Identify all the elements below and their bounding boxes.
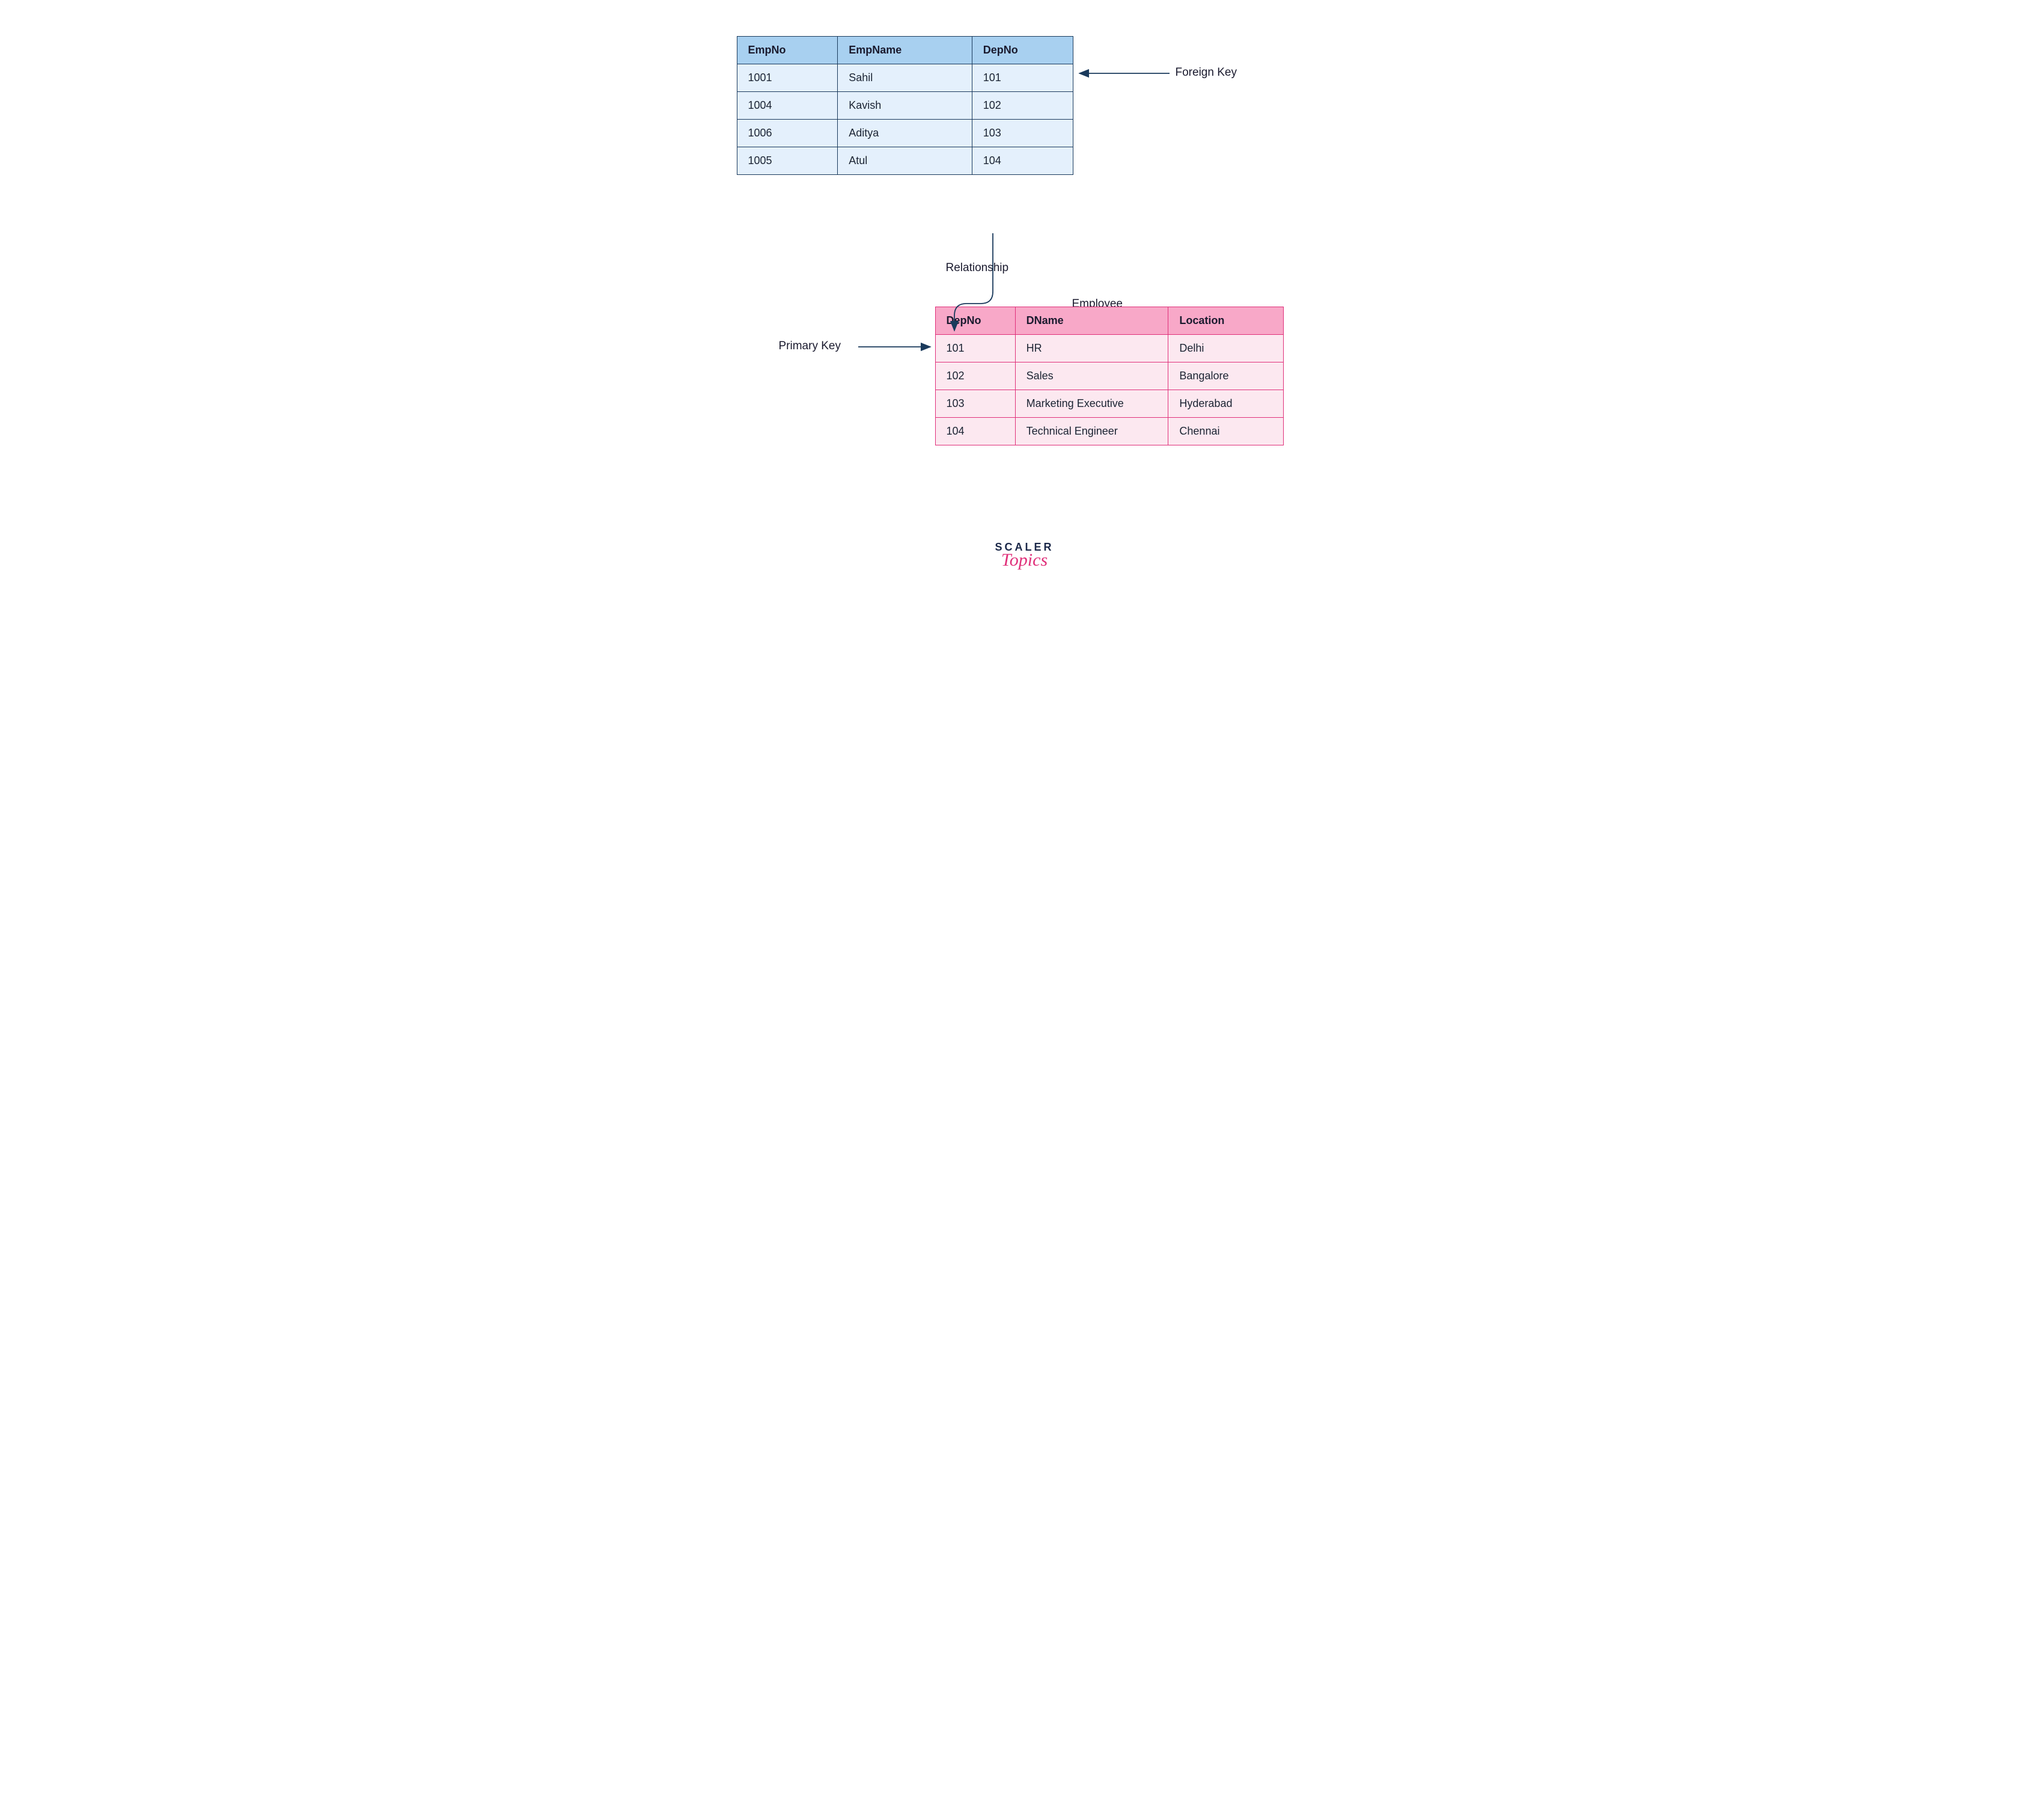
employee-table: DepNo DName Location 101 HR Delhi 102 Sa… bbox=[935, 307, 1284, 445]
col-empname: EmpName bbox=[838, 37, 972, 64]
table-row: 102 Sales Bangalore bbox=[935, 362, 1283, 390]
col-dname: DName bbox=[1015, 307, 1168, 335]
col-empno: EmpNo bbox=[737, 37, 838, 64]
table-row: 101 HR Delhi bbox=[935, 335, 1283, 362]
col-depno: DepNo bbox=[972, 37, 1073, 64]
relationship-label: Relationship bbox=[946, 261, 1009, 275]
scaler-logo: SCALER Topics bbox=[995, 541, 1054, 570]
table-row: 1001 Sahil 101 bbox=[737, 64, 1073, 92]
employee-table-wrapper: DepNo DName Location 101 HR Delhi 102 Sa… bbox=[935, 307, 1284, 445]
table-row: 104 Technical Engineer Chennai bbox=[935, 418, 1283, 445]
col-depno: DepNo bbox=[935, 307, 1015, 335]
table-row: 1005 Atul 104 bbox=[737, 147, 1073, 175]
table-row: 1006 Aditya 103 bbox=[737, 120, 1073, 147]
col-location: Location bbox=[1168, 307, 1283, 335]
table-header-row: DepNo DName Location bbox=[935, 307, 1283, 335]
foreign-key-label: Foreign Key bbox=[1176, 66, 1237, 79]
logo-line2: Topics bbox=[995, 550, 1054, 570]
department-table-wrapper: EmpNo EmpName DepNo 1001 Sahil 101 1004 … bbox=[737, 36, 1073, 175]
department-table: EmpNo EmpName DepNo 1001 Sahil 101 1004 … bbox=[737, 36, 1073, 175]
table-header-row: EmpNo EmpName DepNo bbox=[737, 37, 1073, 64]
table-row: 103 Marketing Executive Hyderabad bbox=[935, 390, 1283, 418]
diagram-container: Department EmpNo EmpName DepNo 1001 Sahi… bbox=[707, 36, 1338, 607]
table-row: 1004 Kavish 102 bbox=[737, 92, 1073, 120]
primary-key-label: Primary Key bbox=[779, 340, 841, 353]
